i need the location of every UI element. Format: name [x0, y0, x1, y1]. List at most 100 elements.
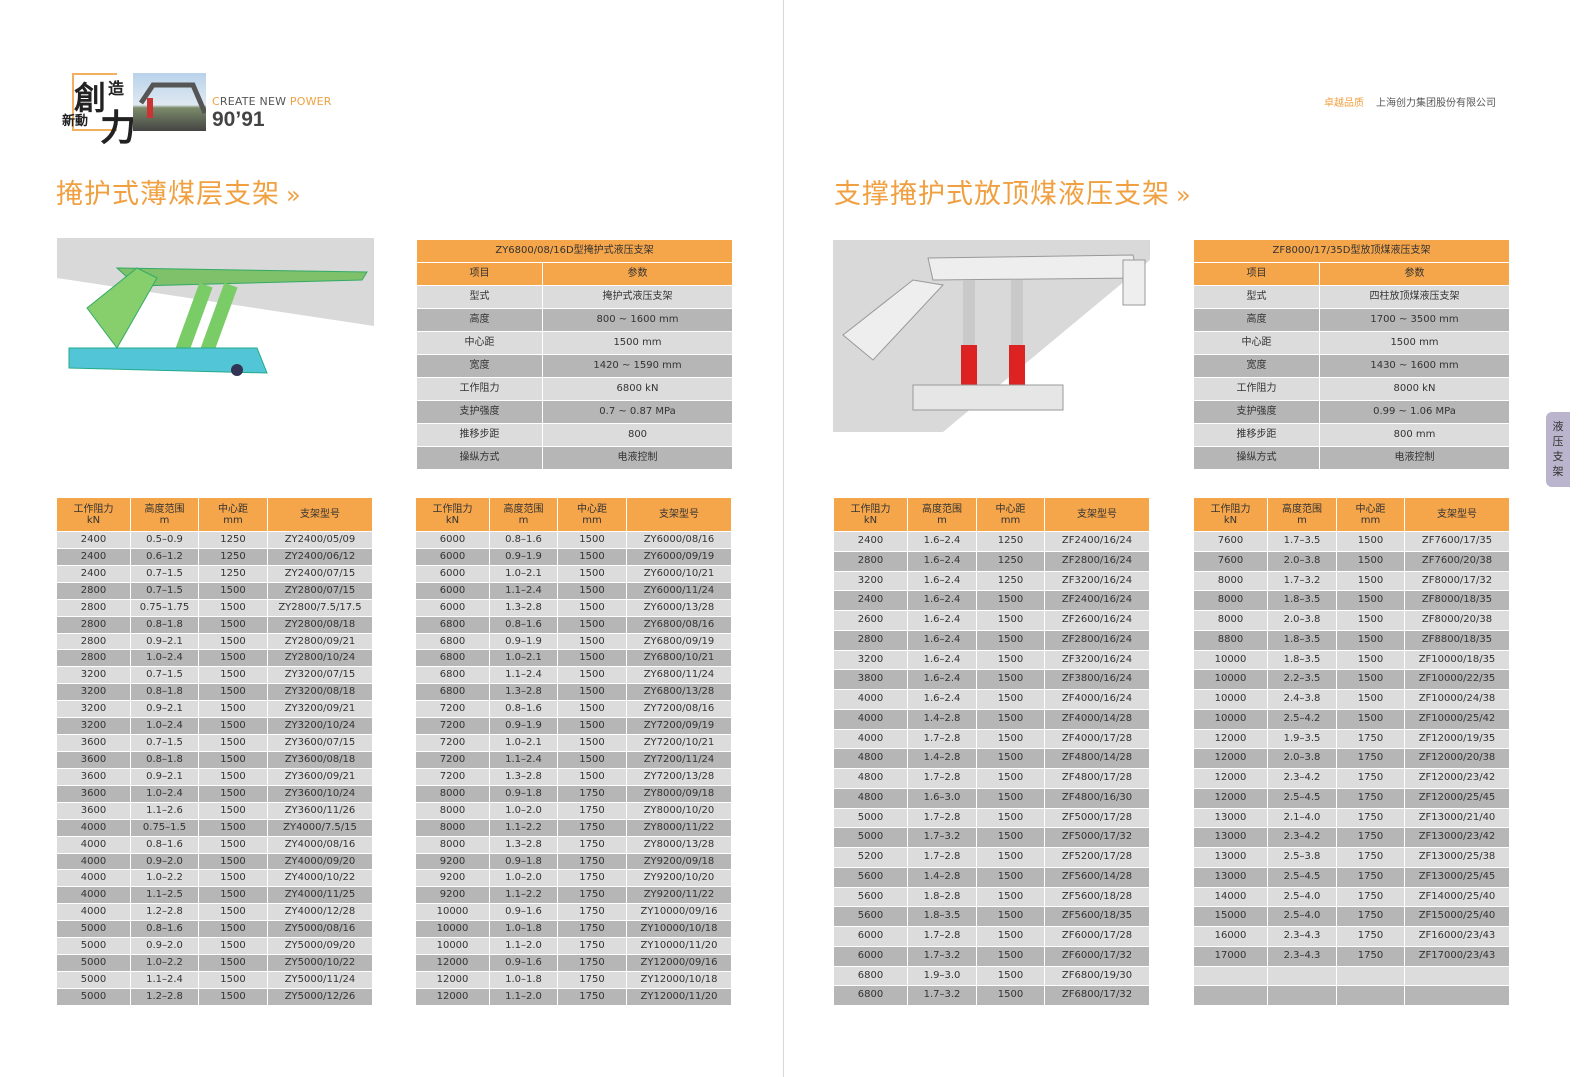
table-cell: 1500: [199, 955, 268, 972]
table-row: 9200 1.1–2.2 1750 ZY9200/11/22: [416, 887, 732, 905]
table-cell: 1.6–2.4: [908, 611, 977, 631]
table-cell: ZF7600/17/35: [1405, 532, 1510, 552]
table-cell: 1500: [977, 848, 1045, 868]
table-cell: 5000: [57, 921, 131, 939]
table-cell: ZY3600/09/21: [268, 768, 373, 786]
column-header: 支架型号: [268, 498, 373, 531]
table-cell: 3200: [57, 718, 131, 736]
table-cell: 1750: [1337, 808, 1405, 829]
table-row: 7200 0.9–1.9 1500 ZY7200/09/19: [416, 718, 732, 736]
table-cell: ZY3600/07/15: [268, 735, 373, 752]
table-cell: ZY3600/08/18: [268, 751, 373, 769]
table-cell: ZF14000/25/40: [1405, 887, 1510, 908]
table-row: 3200 0.9–2.1 1500 ZY3200/09/21: [57, 701, 373, 719]
table-cell: ZY2800/09/21: [268, 633, 373, 651]
table-cell: 1500: [199, 870, 268, 888]
table-cell: 1.7–3.2: [908, 946, 977, 967]
table-cell: 2.3–4.2: [1268, 828, 1337, 848]
table-cell: 1.6–2.4: [908, 571, 977, 592]
table-cell: 6800: [416, 650, 490, 668]
table-cell: 8000: [416, 802, 490, 820]
table-cell: ZF12000/23/42: [1405, 769, 1510, 789]
table-cell: 1500: [1337, 551, 1405, 572]
table-cell: 1500: [558, 599, 627, 617]
table-cell: 1500: [977, 966, 1045, 987]
table-row: 2600 1.6–2.4 1500 ZF2600/16/24: [834, 611, 1150, 631]
table-row: 12000 2.0–3.8 1750 ZF12000/20/38: [1194, 749, 1510, 769]
table-row: 10000 2.5–4.2 1500 ZF10000/25/42: [1194, 709, 1510, 730]
table-cell: 5000: [57, 955, 131, 972]
table-cell: 1500: [558, 548, 627, 566]
table-row: 3600 0.9–2.1 1500 ZY3600/09/21: [57, 768, 373, 786]
table-row: 8000 0.9–1.8 1750 ZY8000/09/18: [416, 785, 732, 803]
table-row: 14000 2.5–4.0 1750 ZF14000/25/40: [1194, 887, 1510, 908]
table-cell: 13000: [1194, 867, 1268, 888]
table-row: 12000 1.9–3.5 1750 ZF12000/19/35: [1194, 729, 1510, 750]
table-row: 4000 1.7–2.8 1500 ZF4000/17/28: [834, 729, 1150, 750]
table-cell: ZY3200/10/24: [268, 718, 373, 736]
table-cell: ZY4000/09/20: [268, 853, 373, 871]
table-cell: 9200: [416, 887, 490, 905]
table-cell: ZF8000/18/35: [1405, 591, 1510, 611]
table-cell: ZF10000/25/42: [1405, 709, 1510, 730]
column-header: 中心距 mm: [977, 498, 1045, 531]
table-cell: [1337, 966, 1405, 987]
table-cell: 0.6–1.2: [131, 548, 199, 566]
table-cell: 6000: [416, 599, 490, 617]
column-header: 高度范围 m: [490, 498, 558, 531]
table-cell: 10000: [416, 921, 490, 939]
table-cell: ZY6000/09/19: [627, 548, 732, 566]
table-cell: 1500: [977, 709, 1045, 730]
table-cell: 1500: [558, 532, 627, 549]
table-cell: 2600: [834, 611, 908, 631]
spec-label: 推移步距: [1194, 424, 1320, 447]
table-cell: 1.2–2.8: [131, 904, 199, 922]
table-cell: 1.7–3.5: [1268, 532, 1337, 552]
table-cell: 12000: [1194, 729, 1268, 750]
table-row: 5000 1.7–3.2 1500 ZF5000/17/32: [834, 828, 1150, 848]
table-cell: 1.3–2.8: [490, 768, 558, 786]
table-cell: 3600: [57, 735, 131, 752]
spec-value: 电液控制: [543, 447, 732, 470]
table-row: 10000 0.9–1.6 1750 ZY10000/09/16: [416, 904, 732, 922]
table-row: 10000 1.8–3.5 1500 ZF10000/18/35: [1194, 650, 1510, 671]
table-cell: 1250: [199, 532, 268, 549]
table-cell: 12000: [1194, 788, 1268, 809]
table-cell: 6000: [416, 582, 490, 600]
table-cell: 2.0–3.8: [1268, 749, 1337, 769]
column-header: 中心距 mm: [558, 498, 627, 531]
table-cell: 6000: [834, 946, 908, 967]
spec-header-cell: 项目: [1194, 263, 1320, 286]
table-cell: ZY6800/09/19: [627, 633, 732, 651]
side-tab-hydraulic-support[interactable]: 液压支架: [1546, 412, 1570, 487]
table-cell: 1500: [977, 867, 1045, 888]
table-cell: 1750: [558, 853, 627, 871]
table-cell: 2400: [834, 532, 908, 552]
spec-caption: ZY6800/08/16D型掩护式液压支架: [417, 240, 732, 262]
table-cell: 4800: [834, 749, 908, 769]
table-row: 7200 1.3–2.8 1500 ZY7200/13/28: [416, 768, 732, 786]
table-cell: 3800: [834, 670, 908, 690]
table-row: 6800 1.0–2.1 1500 ZY6800/10/21: [416, 650, 732, 668]
table-cell: 1.1–2.0: [490, 988, 558, 1006]
table-cell: 0.9–1.8: [490, 785, 558, 803]
table-cell: ZY2800/10/24: [268, 650, 373, 668]
table-cell: 1500: [558, 701, 627, 719]
table-cell: 12000: [416, 988, 490, 1006]
spec-value: 6800 kN: [543, 378, 732, 401]
table-row: 3200 0.7–1.5 1500 ZY3200/07/15: [57, 667, 373, 685]
table-cell: 1500: [558, 751, 627, 769]
table-row: 8000 1.3–2.8 1750 ZY8000/13/28: [416, 836, 732, 854]
table-cell: 1500: [199, 887, 268, 905]
table-cell: 2800: [834, 551, 908, 572]
table-cell: 1.6–2.4: [908, 532, 977, 552]
table-cell: 1500: [977, 927, 1045, 947]
table-cell: 1750: [558, 819, 627, 837]
table-cell: 1500: [1337, 670, 1405, 690]
table-cell: ZF6800/17/32: [1045, 986, 1150, 1006]
table-cell: 1.6–2.4: [908, 670, 977, 690]
table-cell: ZY6000/13/28: [627, 599, 732, 617]
side-tab-char: 支: [1552, 450, 1564, 463]
column-header: 支架型号: [627, 498, 732, 531]
table-cell: 1250: [199, 548, 268, 566]
